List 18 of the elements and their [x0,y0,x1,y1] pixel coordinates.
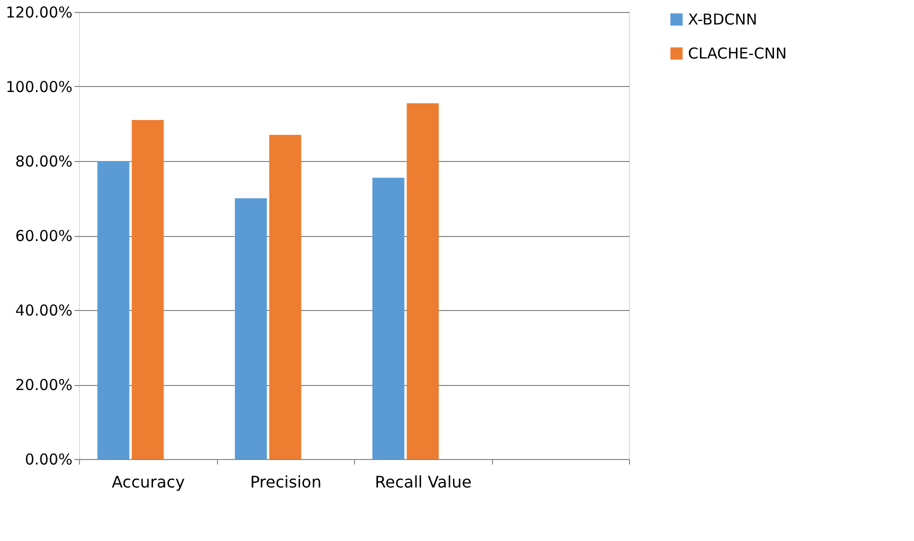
x-tick-label: Precision [250,472,322,492]
y-tick-label: 120.00% [6,4,72,22]
y-tick-label: 40.00% [15,302,72,320]
bar [234,198,267,459]
x-tick-label: Recall Value [374,472,472,492]
legend-label: CLACHE-CNN [688,44,787,62]
bar [132,120,164,459]
y-tick-label: 80.00% [15,152,72,170]
y-tick-label: 0.00% [24,450,72,468]
bar [97,161,130,459]
legend-label: X-BDCNN [688,10,758,28]
bar [372,178,404,459]
y-tick-label: 20.00% [15,376,72,394]
bar [269,134,302,459]
x-tick-label: Accuracy [112,472,185,492]
bar [406,103,439,459]
y-tick-label: 60.00% [15,227,72,245]
y-tick-label: 100.00% [6,78,72,96]
